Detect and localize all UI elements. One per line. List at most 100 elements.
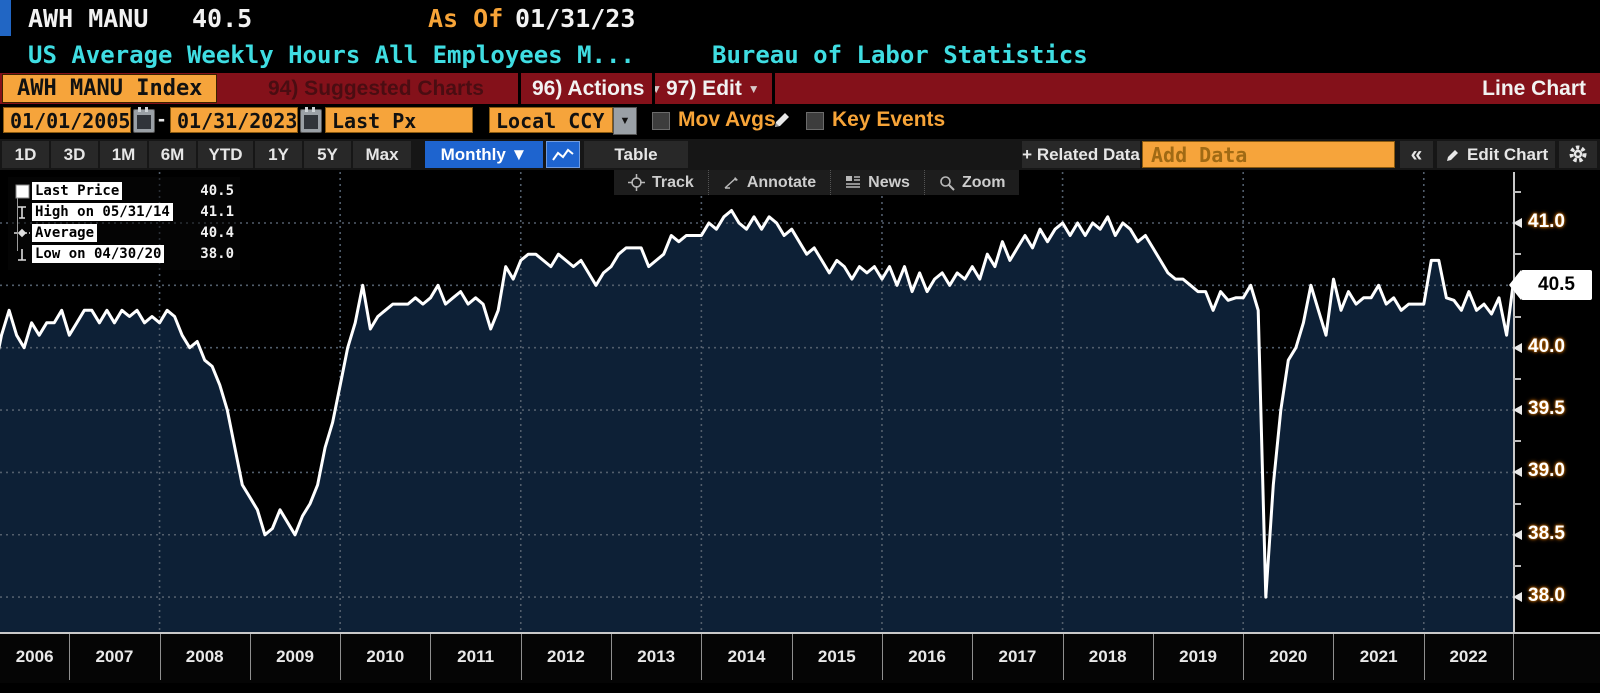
axis-corner [1513,626,1515,634]
x-axis-band: 2006 2007 2008 2009 2010 2011 2012 2013 2014 2015… [0,626,1600,683]
chart-legend[interactable]: Last Price 40.5 High on 05/31/14 41.1 Av… [8,177,240,270]
security-description: US Average Weekly Hours All Employees M.… [28,41,635,69]
key-events-label[interactable]: Key Events [832,108,946,131]
range-6m[interactable]: 6M [149,141,196,168]
calendar-icon[interactable] [133,107,155,133]
legend-item-high[interactable]: High on 05/31/14 41.1 [12,202,236,222]
date-range-separator: - [158,108,165,131]
currency-dropdown-arrow[interactable]: ▼ [613,107,637,135]
x-axis-year-label: 2014 [727,647,766,666]
security-tab[interactable]: AWH MANU Index [2,74,218,103]
x-axis-tick [340,634,342,680]
high-marker-icon [12,205,32,220]
add-data-input[interactable] [1142,141,1395,168]
menu-separator [652,73,655,104]
data-source: Bureau of Labor Statistics [712,41,1088,69]
x-axis-tick [1243,634,1245,680]
start-date-field[interactable]: 01/01/2005 [3,107,131,133]
x-axis-tick [701,634,703,680]
menu-bar: AWH MANU Index 94) Suggested Charts 96) … [0,73,1600,104]
end-date-field[interactable]: 01/31/2023 [170,107,298,133]
line-chart-icon[interactable] [546,141,580,168]
chevron-down-icon: ▼ [650,82,663,96]
edit-chart-button[interactable]: Edit Chart [1437,141,1555,168]
x-axis-year-label: 2013 [637,647,676,666]
price-field-select[interactable]: Last Px [325,107,473,133]
news-button[interactable]: News [831,170,925,195]
chart-plot-area[interactable] [0,172,1513,632]
x-axis-year-label: 2008 [185,647,224,666]
annotate-icon [724,177,738,189]
x-axis-year-label: 2022 [1449,647,1488,666]
range-1d[interactable]: 1D [2,141,49,168]
x-axis-year-label: 2011 [457,647,495,666]
ticker-symbol: AWH MANU [28,4,149,33]
table-button[interactable]: Table [584,141,688,168]
x-axis-year-label: 2010 [366,647,405,666]
range-ytd[interactable]: YTD [198,141,253,168]
currency-select[interactable]: Local CCY [489,107,613,133]
range-max[interactable]: Max [353,141,411,168]
actions-menu[interactable]: 96) Actions ▼ [532,77,663,100]
x-axis-year-label: 2015 [817,647,856,666]
legend-item-low[interactable]: Low on 04/30/20 38.0 [12,244,236,264]
mov-avgs-checkbox[interactable] [652,112,670,130]
news-icon [846,176,861,188]
as-of-date: 01/31/23 [515,4,636,33]
range-toolbar: 1D 3D 1M 6M YTD 1Y 5Y Max Monthly ▼ Tabl… [0,139,1600,170]
x-axis-year-label: 2019 [1179,647,1217,666]
related-data-button[interactable]: + Related Data [1022,141,1140,168]
menu-separator [772,73,775,104]
calendar-icon[interactable] [300,107,322,133]
range-3d[interactable]: 3D [51,141,98,168]
x-axis-year-label: 2016 [908,647,947,666]
x-axis-tick [159,634,161,680]
magnifier-icon [940,175,955,191]
x-axis-tick [69,634,71,680]
collapse-panel-button[interactable]: « [1400,141,1433,168]
period-select[interactable]: Monthly ▼ [425,141,543,168]
range-1y[interactable]: 1Y [255,141,302,168]
chevron-down-icon: ▼ [747,82,760,96]
x-axis-tick [520,634,522,680]
suggested-charts-menu[interactable]: 94) Suggested Charts [268,77,484,100]
key-events-checkbox[interactable] [806,112,824,130]
low-marker-icon [12,247,32,262]
x-axis-year-label: 2020 [1269,647,1308,666]
chart-type-label: Line Chart [1482,77,1586,100]
x-axis-year-label: 2007 [95,647,134,666]
x-axis-tick [791,634,793,680]
pencil-icon[interactable] [772,110,792,130]
x-axis-year-label: 2017 [998,647,1037,666]
mov-avgs-label[interactable]: Mov Avgs [678,108,776,131]
track-button[interactable]: Track [614,170,709,195]
x-axis-tick [1152,634,1154,680]
x-axis-tick [881,634,883,680]
y-axis [1513,172,1515,634]
x-axis-tick [430,634,432,680]
legend-item-last-price[interactable]: Last Price 40.5 [12,181,236,201]
menu-separator [518,73,521,104]
x-axis-year-label: 2021 [1359,647,1398,666]
legend-tree-line [17,191,18,251]
range-5y[interactable]: 5Y [304,141,351,168]
gear-icon[interactable] [1559,141,1597,168]
series-swatch-icon [12,184,32,199]
x-axis-year-label: 2012 [546,647,585,666]
x-axis-tick [1333,634,1335,680]
x-axis-year-label: 2006 [15,647,54,666]
range-1m[interactable]: 1M [100,141,147,168]
ticker-last-value: 40.5 [192,4,253,33]
edit-menu[interactable]: 97) Edit ▼ [666,77,760,100]
as-of-label: As Of [428,4,504,33]
x-axis-tick [972,634,974,680]
legend-item-average[interactable]: Average 40.4 [12,223,236,243]
x-axis-tick [1513,634,1514,680]
annotate-button[interactable]: Annotate [708,170,832,195]
price-line-chart [0,172,1513,632]
x-axis-year-label: 2018 [1088,647,1127,666]
zoom-button[interactable]: Zoom [924,170,1020,195]
x-axis-tick [1062,634,1064,680]
pencil-icon [1447,150,1458,161]
